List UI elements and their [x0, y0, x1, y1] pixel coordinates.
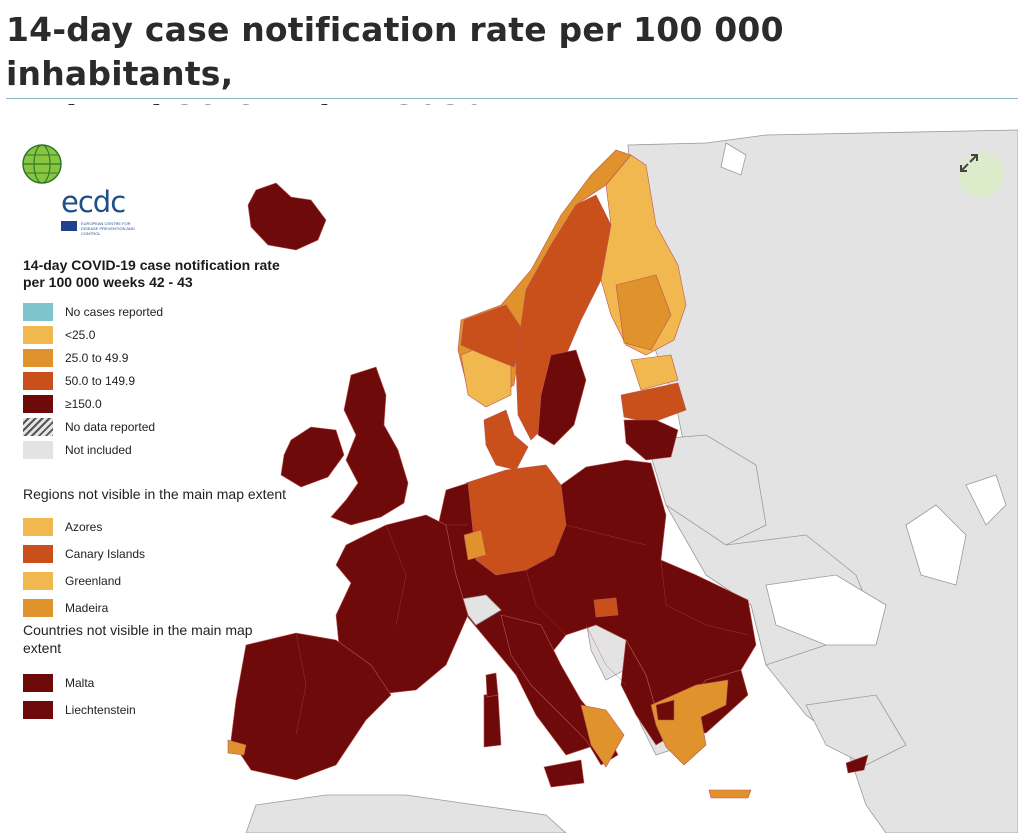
expand-map-button[interactable] [958, 152, 1004, 198]
legend-swatch [23, 325, 53, 344]
greece-north[interactable] [655, 699, 675, 721]
title-line-1: 14-day case notification rate per 100 00… [6, 10, 784, 93]
legend-swatch [23, 371, 53, 390]
legend-item: No cases reported [23, 300, 293, 323]
eu-flag-icon [61, 221, 77, 231]
map-legend: 14-day COVID-19 case notification rate p… [23, 257, 293, 723]
legend-label: Greenland [65, 573, 122, 588]
legend-label: <25.0 [65, 327, 96, 342]
latvia[interactable] [620, 382, 687, 424]
sardinia[interactable] [483, 692, 502, 748]
legend-label: Canary Islands [65, 546, 146, 561]
legend-swatch [23, 571, 53, 590]
legend-region-items: Azores Canary Islands Greenland Madeira [23, 513, 293, 621]
iceland[interactable] [247, 182, 327, 251]
cyprus[interactable] [845, 754, 869, 774]
legend-title: 14-day COVID-19 case notification rate p… [23, 257, 280, 290]
legend-swatch [23, 417, 53, 436]
legend-label: Azores [65, 519, 103, 534]
sweden-south[interactable] [537, 349, 587, 446]
ecdc-logo: ecdc EUROPEAN CENTRE FOR DISEASE PREVENT… [21, 143, 135, 236]
internal-borders [295, 524, 749, 736]
hungary-region[interactable] [593, 597, 619, 618]
norway-west[interactable] [460, 304, 527, 368]
denmark[interactable] [483, 409, 529, 471]
legend-item: <25.0 [23, 323, 293, 346]
legend-swatch [23, 440, 53, 459]
legend-label: Liechtenstein [65, 702, 136, 717]
legend-item: No data reported [23, 415, 293, 438]
ireland[interactable] [280, 426, 345, 488]
estonia[interactable] [630, 354, 679, 391]
lithuania[interactable] [623, 419, 679, 461]
legend-region-item: Greenland [23, 567, 293, 594]
iberian-peninsula[interactable] [230, 632, 392, 781]
title-divider [6, 98, 1018, 99]
legend-label: 50.0 to 149.9 [65, 373, 136, 388]
switzerland[interactable] [455, 594, 502, 626]
legend-region-item: Madeira [23, 594, 293, 621]
legend-label: Malta [65, 675, 95, 690]
legend-item: 25.0 to 49.9 [23, 346, 293, 369]
legend-label: 25.0 to 49.9 [65, 350, 129, 365]
legend-swatch [23, 517, 53, 536]
corsica[interactable] [485, 672, 499, 698]
legend-label: ≥150.0 [65, 396, 102, 411]
legend-country-items: Malta Liechtenstein [23, 669, 293, 723]
france[interactable] [335, 514, 469, 696]
legend-country-item: Malta [23, 669, 293, 696]
inland-seas [765, 474, 1007, 646]
portugal-south[interactable] [227, 739, 247, 756]
legend-region-item: Azores [23, 513, 293, 540]
ecdc-wordmark: ecdc [61, 185, 126, 219]
map-panel[interactable]: ecdc EUROPEAN CENTRE FOR DISEASE PREVENT… [6, 105, 1018, 833]
legend-swatch [23, 348, 53, 367]
legend-item: Not included [23, 438, 293, 461]
europe-map[interactable] [6, 105, 1018, 833]
legend-swatch [23, 700, 53, 719]
legend-region-item: Canary Islands [23, 540, 293, 567]
legend-country-item: Liechtenstein [23, 696, 293, 723]
crete[interactable] [708, 789, 752, 799]
legend-item: 50.0 to 149.9 [23, 369, 293, 392]
legend-swatch [23, 302, 53, 321]
italy-south[interactable] [580, 704, 625, 768]
legend-swatch [23, 598, 53, 617]
not-included-land [245, 129, 1018, 833]
legend-item: ≥150.0 [23, 392, 293, 415]
legend-swatch [23, 673, 53, 692]
legend-swatch [23, 394, 53, 413]
united-kingdom[interactable] [330, 366, 409, 526]
countries-heading: Countries not visible in the main map ex… [23, 622, 253, 656]
legend-label: No cases reported [65, 304, 164, 319]
legend-label: No data reported [65, 419, 156, 434]
legend-swatch [23, 544, 53, 563]
ecdc-subtitle: EUROPEAN CENTRE FOR DISEASE PREVENTION A… [81, 221, 135, 236]
legend-main-items: No cases reported <25.0 25.0 to 49.9 50.0 t… [23, 300, 293, 461]
expand-arrows-icon [960, 154, 978, 172]
regions-heading: Regions not visible in the main map exte… [23, 486, 287, 502]
legend-label: Not included [65, 442, 132, 457]
globe-icon [22, 144, 62, 184]
legend-label: Madeira [65, 600, 109, 615]
finland-south[interactable] [615, 274, 672, 351]
sicily[interactable] [543, 759, 585, 788]
netherlands-region[interactable] [463, 529, 487, 561]
